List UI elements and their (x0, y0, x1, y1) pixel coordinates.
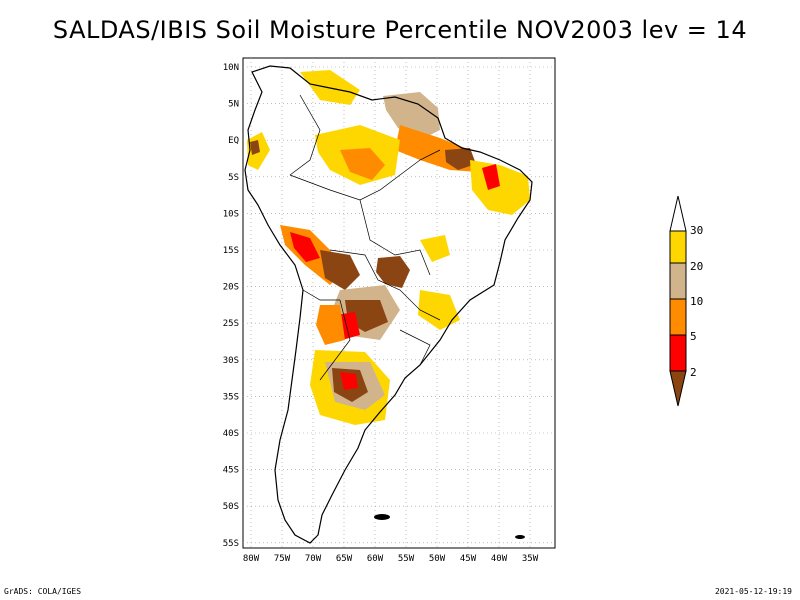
footer-timestamp: 2021-05-12-19:19 (714, 587, 792, 596)
latitude-labels: 10N 5N EQ 5S 10S 15S 20S 25S 30S 35S 40S 45S 50S 55S (223, 63, 239, 549)
shade-bolivia-brown (320, 250, 360, 290)
percentile-shading (247, 70, 530, 425)
colorbar-swatch-20-30 (669, 230, 687, 264)
colorbar-label-5: 5 (690, 330, 697, 343)
longitude-labels: 80W 75W 70W 65W 60W 55W 50W 45W 40W 35W (243, 554, 539, 564)
lat-label: 15S (223, 246, 239, 256)
lat-label: 10S (223, 209, 239, 219)
colorbar: 30 20 10 5 2 (669, 195, 703, 407)
shade-pantanal (376, 256, 410, 288)
lon-label: 70W (305, 554, 322, 564)
shade-argentina-red (340, 372, 358, 390)
colorbar-bottom-triangle (669, 370, 687, 407)
lat-label: 40S (223, 429, 239, 439)
colorbar-label-20: 20 (690, 260, 703, 273)
map-title: SALDAS/IBIS Soil Moisture Percentile NOV… (52, 16, 748, 44)
colorbar-label-2: 2 (690, 366, 697, 379)
lon-label: 55W (398, 554, 415, 564)
footer-credit: GrADS: COLA/IGES (4, 587, 82, 596)
lat-label: 50S (223, 502, 239, 512)
shade-peru-bolivia-red (290, 232, 320, 262)
lat-label: 10N (223, 63, 239, 73)
lon-label: 75W (274, 554, 291, 564)
lon-label: 80W (243, 554, 260, 564)
shade-argentina-north (316, 305, 345, 345)
colorbar-label-10: 10 (690, 295, 703, 308)
lon-label: 65W (336, 554, 353, 564)
lon-label: 35W (522, 554, 539, 564)
lat-label: EQ (228, 136, 239, 146)
colorbar-swatch-2-5 (669, 334, 687, 372)
colorbar-swatch-10-20 (669, 262, 687, 300)
continent-outline (244, 65, 533, 544)
lat-label: 55S (223, 539, 239, 549)
shade-south-brazil (420, 235, 450, 262)
lat-label: 25S (223, 319, 239, 329)
lat-label: 5N (228, 100, 239, 110)
colorbar-top-triangle (669, 195, 687, 232)
lon-label: 50W (429, 554, 446, 564)
lat-label: 5S (228, 173, 239, 183)
lat-label: 45S (223, 466, 239, 476)
islands (374, 514, 525, 539)
shade-amazon-east-dry (445, 148, 476, 170)
shade-mato-grosso (418, 290, 460, 330)
lon-label: 40W (491, 554, 508, 564)
lat-label: 30S (223, 356, 239, 366)
shade-northeast-red (482, 164, 500, 190)
shade-guianas (383, 92, 440, 140)
lon-label: 45W (460, 554, 477, 564)
colorbar-swatch-5-10 (669, 298, 687, 336)
colorbar-label-30: 30 (690, 224, 703, 237)
shade-west-amazon-orange (340, 148, 385, 180)
lon-label: 60W (367, 554, 384, 564)
lat-label: 20S (223, 283, 239, 293)
country-borders (289, 94, 441, 381)
shade-north-colombia-brown (250, 140, 260, 155)
lat-label: 35S (223, 392, 239, 402)
